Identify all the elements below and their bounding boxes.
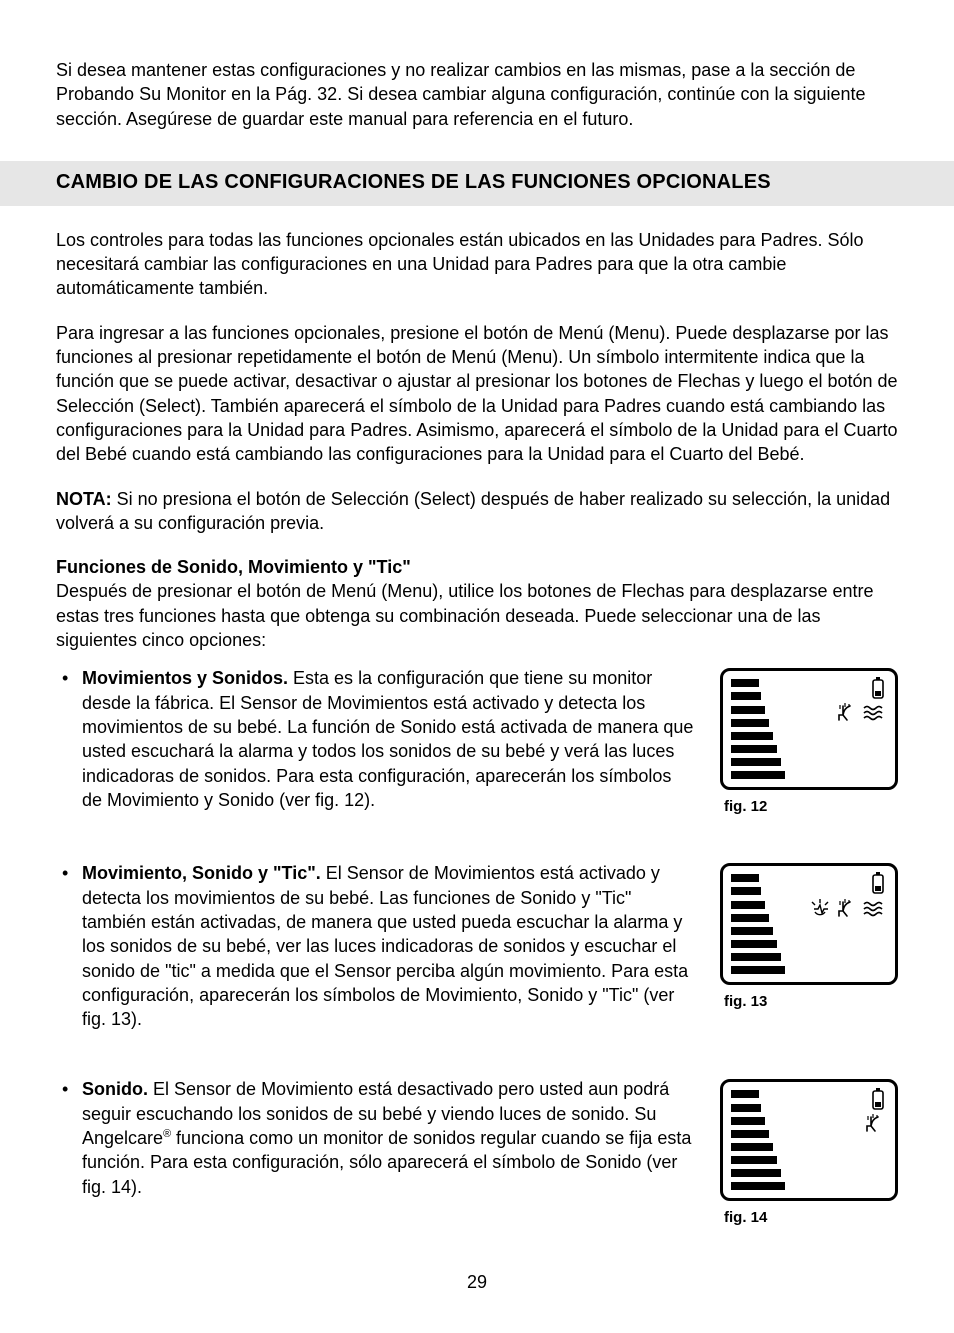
- page-number: 29: [56, 1272, 898, 1293]
- sound-icon: [865, 1114, 885, 1139]
- figure-caption: fig. 13: [720, 993, 898, 1010]
- tic-icon: [809, 898, 831, 925]
- sound-icon: [837, 703, 857, 728]
- option-title: Movimientos y Sonidos.: [82, 668, 288, 688]
- sound-icon: [837, 899, 857, 924]
- mode-icons-row: [865, 1114, 885, 1139]
- sound-level-bars: [731, 1090, 785, 1190]
- options-list: Movimientos y Sonidos. Esta es la config…: [56, 666, 898, 1226]
- paragraph-2: Para ingresar a las funciones opcionales…: [56, 321, 898, 467]
- battery-icon: [871, 872, 885, 899]
- nota-label: NOTA:: [56, 489, 112, 509]
- battery-icon: [871, 1088, 885, 1115]
- lcd-screen: [720, 1079, 898, 1201]
- motion-icon: [863, 899, 885, 924]
- option-text: Movimiento, Sonido y "Tic". El Sensor de…: [56, 861, 696, 1031]
- sub-heading: Funciones de Sonido, Movimiento y "Tic": [56, 555, 898, 579]
- nota-paragraph: NOTA: Si no presiona el botón de Selecci…: [56, 487, 898, 536]
- mode-icons-row: [837, 703, 885, 728]
- sub-paragraph: Después de presionar el botón de Menú (M…: [56, 579, 898, 652]
- lcd-screen: [720, 668, 898, 790]
- option-body: El Sensor de Movimientos está activado y…: [82, 863, 688, 1029]
- option-body: Esta es la configuración que tiene su mo…: [82, 668, 693, 809]
- figure-caption: fig. 12: [720, 798, 898, 815]
- sound-level-bars: [731, 874, 785, 974]
- figure: fig. 12: [720, 668, 898, 815]
- option-body-post: funciona como un monitor de sonidos regu…: [82, 1128, 691, 1197]
- option-title: Movimiento, Sonido y "Tic".: [82, 863, 321, 883]
- sound-level-bars: [731, 679, 785, 779]
- figure: fig. 13: [720, 863, 898, 1010]
- lcd-screen: [720, 863, 898, 985]
- list-item: Movimientos y Sonidos. Esta es la config…: [56, 666, 696, 812]
- motion-icon: [863, 703, 885, 728]
- section-title: CAMBIO DE LAS CONFIGURACIONES DE LAS FUN…: [56, 171, 898, 194]
- paragraph-1: Los controles para todas las funciones o…: [56, 228, 898, 301]
- intro-paragraph: Si desea mantener estas configuraciones …: [56, 58, 898, 131]
- figure: fig. 14: [720, 1079, 898, 1226]
- page: Si desea mantener estas configuraciones …: [0, 0, 954, 1333]
- option-block: Movimientos y Sonidos. Esta es la config…: [56, 666, 898, 815]
- option-text: Sonido. El Sensor de Movimiento está des…: [56, 1077, 696, 1198]
- list-item: Movimiento, Sonido y "Tic". El Sensor de…: [56, 861, 696, 1031]
- option-text: Movimientos y Sonidos. Esta es la config…: [56, 666, 696, 812]
- option-block: Sonido. El Sensor de Movimiento está des…: [56, 1077, 898, 1226]
- list-item: Sonido. El Sensor de Movimiento está des…: [56, 1077, 696, 1198]
- figure-caption: fig. 14: [720, 1209, 898, 1226]
- option-block: Movimiento, Sonido y "Tic". El Sensor de…: [56, 861, 898, 1031]
- section-header-bar: CAMBIO DE LAS CONFIGURACIONES DE LAS FUN…: [0, 161, 954, 206]
- battery-icon: [871, 677, 885, 704]
- registered-mark: ®: [163, 1128, 171, 1140]
- option-title: Sonido.: [82, 1079, 148, 1099]
- mode-icons-row: [809, 898, 885, 925]
- nota-text: Si no presiona el botón de Selección (Se…: [56, 489, 890, 533]
